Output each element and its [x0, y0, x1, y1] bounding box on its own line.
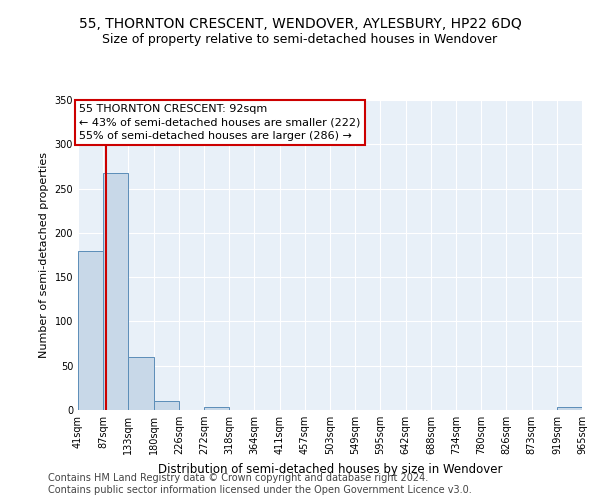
Bar — [154, 401, 179, 410]
Y-axis label: Number of semi-detached properties: Number of semi-detached properties — [39, 152, 49, 358]
Bar — [128, 357, 154, 410]
Text: 55 THORNTON CRESCENT: 92sqm
← 43% of semi-detached houses are smaller (222)
55% : 55 THORNTON CRESCENT: 92sqm ← 43% of sem… — [79, 104, 361, 141]
X-axis label: Distribution of semi-detached houses by size in Wendover: Distribution of semi-detached houses by … — [158, 462, 502, 475]
Text: Contains HM Land Registry data © Crown copyright and database right 2024.
Contai: Contains HM Land Registry data © Crown c… — [48, 474, 472, 495]
Text: 55, THORNTON CRESCENT, WENDOVER, AYLESBURY, HP22 6DQ: 55, THORNTON CRESCENT, WENDOVER, AYLESBU… — [79, 18, 521, 32]
Bar — [103, 172, 128, 410]
Bar — [557, 408, 582, 410]
Bar — [204, 408, 229, 410]
Text: Size of property relative to semi-detached houses in Wendover: Size of property relative to semi-detach… — [103, 32, 497, 46]
Bar — [78, 250, 103, 410]
